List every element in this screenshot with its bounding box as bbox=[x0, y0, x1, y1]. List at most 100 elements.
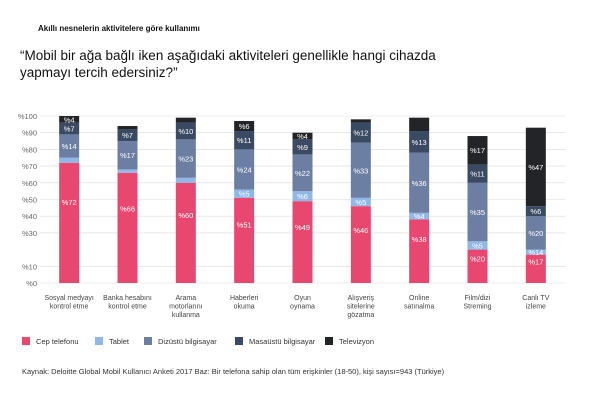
x-tick-label: motorlarını bbox=[169, 304, 203, 311]
x-tick-label: oynama bbox=[290, 304, 315, 311]
bar-segment bbox=[350, 206, 371, 283]
data-label: %9 bbox=[297, 143, 308, 152]
data-label: %4 bbox=[297, 132, 308, 141]
bar-segment bbox=[117, 169, 138, 173]
data-label: %23 bbox=[178, 155, 193, 164]
bar-segment bbox=[467, 164, 488, 183]
x-tick-label: Online bbox=[409, 295, 429, 302]
y-tick-label: %30 bbox=[22, 229, 37, 238]
legend-label: Cep telefonu bbox=[36, 337, 79, 346]
legend-label: Dizüstü bilgisayar bbox=[158, 337, 217, 346]
data-label: %6 bbox=[530, 207, 541, 216]
data-label: %5 bbox=[355, 198, 366, 207]
data-label: %66 bbox=[120, 204, 135, 213]
survey-question: “Mobil bir ağa bağlı iken aşağıdaki akti… bbox=[20, 48, 436, 80]
legend-swatch bbox=[95, 337, 103, 345]
y-tick-label: %100 bbox=[18, 112, 37, 121]
data-label: %5 bbox=[472, 241, 483, 250]
data-label: %17 bbox=[528, 258, 543, 267]
y-tick-label: %50 bbox=[22, 196, 37, 205]
x-tick-label: satınalma bbox=[404, 304, 434, 311]
data-label: %36 bbox=[412, 179, 427, 188]
bar-segment bbox=[234, 197, 255, 283]
x-tick-label: Haberleri bbox=[230, 295, 259, 302]
data-label: %20 bbox=[528, 229, 543, 238]
y-tick-label: %10 bbox=[22, 262, 37, 271]
x-tick-label: Sosyal medyayı bbox=[44, 295, 93, 302]
data-label: %38 bbox=[412, 235, 427, 244]
bar-segment bbox=[117, 126, 138, 130]
data-label: %5 bbox=[239, 190, 250, 199]
bar-segment bbox=[350, 142, 371, 198]
bar-segment bbox=[350, 119, 371, 123]
y-tick-label: %60 bbox=[22, 179, 37, 188]
data-label: %4 bbox=[64, 115, 75, 124]
x-tick-label: Canlı TV bbox=[522, 295, 549, 302]
bar-segment bbox=[409, 117, 430, 132]
bar-segment bbox=[117, 129, 138, 142]
bar-segment bbox=[175, 139, 196, 178]
y-tick-label: %90 bbox=[22, 129, 37, 138]
data-label: %51 bbox=[237, 221, 252, 230]
bar-segment bbox=[409, 219, 430, 283]
bar-segment bbox=[117, 141, 138, 170]
bar-segment bbox=[175, 182, 196, 283]
bar-segment bbox=[117, 172, 138, 283]
data-label: %72 bbox=[62, 198, 77, 207]
legend-swatch bbox=[22, 337, 30, 345]
legend-swatch bbox=[144, 337, 152, 345]
data-label: %17 bbox=[120, 151, 135, 160]
bar-segment bbox=[525, 254, 546, 283]
data-label: %4 bbox=[414, 212, 425, 221]
data-label: %14 bbox=[62, 142, 77, 151]
bar-segment bbox=[409, 152, 430, 213]
x-tick-label: Streming bbox=[463, 304, 491, 311]
source-note: Kaynak: Deloitte Global Mobil Kullanıcı … bbox=[22, 367, 445, 376]
data-label: %10 bbox=[178, 127, 193, 136]
x-tick-label: Banka hesabını bbox=[103, 295, 152, 302]
bar-segment bbox=[59, 116, 80, 123]
bar-segment bbox=[467, 249, 488, 283]
bar-segment bbox=[350, 122, 371, 143]
x-tick-label: kontrol etme bbox=[108, 304, 147, 311]
x-tick-label: kontrol etme bbox=[50, 304, 89, 311]
x-tick-label: Oyun bbox=[294, 295, 311, 302]
bar-segment bbox=[175, 122, 196, 140]
legend-swatch bbox=[325, 337, 333, 345]
data-label: %11 bbox=[237, 136, 251, 145]
x-tick-label: sitelerine bbox=[347, 304, 375, 311]
bar-segment bbox=[467, 182, 488, 242]
bar-segment bbox=[525, 127, 546, 207]
bar-segment bbox=[292, 139, 313, 155]
x-tick-label: gözatma bbox=[347, 312, 374, 319]
bar-segment bbox=[525, 216, 546, 250]
data-label: %6 bbox=[239, 122, 250, 131]
bar-segment bbox=[467, 136, 488, 165]
data-label: %46 bbox=[353, 226, 368, 235]
data-label: %47 bbox=[528, 163, 543, 172]
bar-segment bbox=[292, 132, 313, 140]
y-tick-label: %80 bbox=[22, 145, 37, 154]
data-label: %33 bbox=[353, 166, 368, 175]
legend-swatch bbox=[235, 337, 243, 345]
x-tick-label: Alışveriş bbox=[348, 295, 375, 302]
bar-segment bbox=[59, 122, 80, 135]
data-label: %11 bbox=[470, 170, 484, 179]
data-label: %14 bbox=[528, 248, 543, 257]
bar-segment bbox=[525, 206, 546, 217]
data-label: %49 bbox=[295, 223, 310, 232]
y-tick-label: %0 bbox=[26, 279, 37, 288]
data-label: %13 bbox=[412, 138, 427, 147]
x-tick-label: kullanma bbox=[172, 312, 200, 319]
data-label: %7 bbox=[64, 125, 75, 134]
bar-segment bbox=[525, 249, 546, 255]
data-label: %12 bbox=[353, 129, 368, 138]
bar-segment bbox=[292, 191, 313, 202]
data-label: %6 bbox=[297, 192, 308, 201]
bar-segment bbox=[234, 131, 255, 150]
bar-segment bbox=[350, 197, 371, 207]
legend-label: Masaüstü bilgisayar bbox=[249, 337, 316, 346]
chart-title: Akıllı nesnelerin aktivitelere göre kull… bbox=[38, 24, 200, 33]
y-tick-label: %40 bbox=[22, 212, 37, 221]
